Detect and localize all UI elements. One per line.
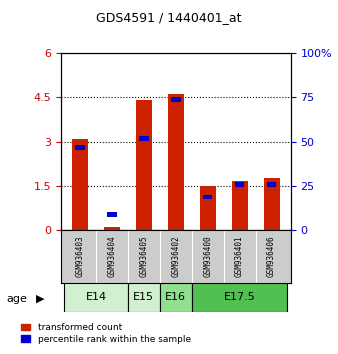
Text: GSM936403: GSM936403 [75, 236, 84, 278]
Bar [264, 178, 280, 230]
Bar [160, 283, 192, 312]
Bar [267, 182, 276, 187]
Text: GDS4591 / 1440401_at: GDS4591 / 1440401_at [96, 11, 242, 24]
Bar [232, 181, 247, 230]
Text: E15: E15 [133, 292, 154, 302]
Bar [75, 145, 85, 149]
Text: GSM936401: GSM936401 [235, 236, 244, 278]
Bar [168, 95, 184, 230]
Bar [171, 97, 180, 102]
Text: E16: E16 [165, 292, 186, 302]
Legend: transformed count, percentile rank within the sample: transformed count, percentile rank withi… [21, 323, 191, 344]
Bar [203, 195, 213, 199]
Text: GSM936404: GSM936404 [107, 236, 116, 278]
Bar [136, 100, 152, 230]
Bar [64, 283, 128, 312]
Bar [139, 136, 149, 141]
Text: GSM936402: GSM936402 [171, 236, 180, 278]
Bar [107, 212, 117, 217]
Bar [200, 187, 216, 230]
Text: GSM936406: GSM936406 [267, 236, 276, 278]
Bar [235, 182, 244, 187]
Text: E14: E14 [86, 292, 106, 302]
Text: age: age [7, 294, 28, 304]
Bar [104, 227, 120, 230]
Text: E17.5: E17.5 [224, 292, 256, 302]
Bar [128, 283, 160, 312]
Bar [72, 139, 88, 230]
Bar [192, 283, 288, 312]
Text: GSM936405: GSM936405 [139, 236, 148, 278]
Text: ▶: ▶ [35, 294, 44, 304]
Text: GSM936400: GSM936400 [203, 236, 212, 278]
